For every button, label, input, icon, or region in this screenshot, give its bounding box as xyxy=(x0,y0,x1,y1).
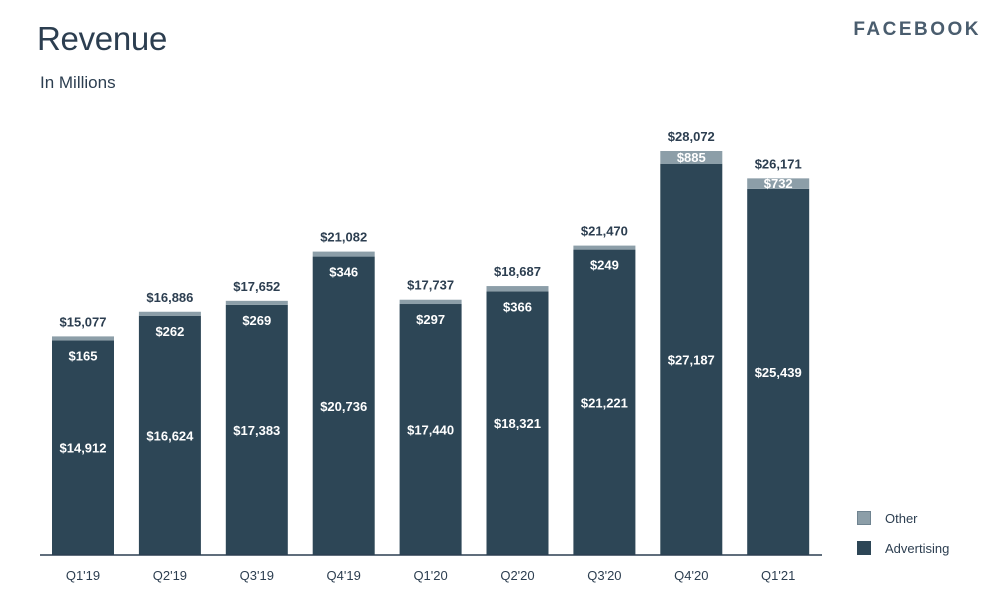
bar-advertising xyxy=(486,291,549,555)
bar-other xyxy=(573,245,636,250)
data-label-other: $269 xyxy=(242,313,271,328)
bar-other xyxy=(138,311,201,316)
legend: Other Advertising xyxy=(857,507,949,567)
x-tick-label: Q3'19 xyxy=(240,568,274,583)
data-label-advertising: $14,912 xyxy=(60,441,107,456)
data-label-total: $18,687 xyxy=(494,264,541,279)
data-label-total: $26,171 xyxy=(755,156,802,171)
data-label-total: $16,886 xyxy=(146,290,193,305)
bar-advertising xyxy=(747,188,810,555)
data-label-advertising: $21,221 xyxy=(581,395,628,410)
data-label-total: $17,652 xyxy=(233,279,280,294)
chart-subtitle: In Millions xyxy=(40,73,116,92)
data-label-advertising: $17,440 xyxy=(407,423,454,438)
bar-advertising xyxy=(660,163,723,555)
data-label-other: $262 xyxy=(155,324,184,339)
x-tick-label: Q1'19 xyxy=(66,568,100,583)
x-tick-label: Q4'20 xyxy=(674,568,708,583)
data-label-other: $297 xyxy=(416,312,445,327)
data-label-total: $17,737 xyxy=(407,278,454,293)
data-label-advertising: $25,439 xyxy=(755,365,802,380)
bar-other xyxy=(52,336,114,341)
data-label-other: $165 xyxy=(69,348,98,363)
x-tick-label: Q2'19 xyxy=(153,568,187,583)
bar-other xyxy=(660,151,723,164)
data-label-other: $732 xyxy=(764,176,793,191)
bar-advertising xyxy=(399,304,462,555)
bar-advertising xyxy=(52,340,114,555)
data-label-advertising: $18,321 xyxy=(494,416,541,431)
data-label-total: $28,072 xyxy=(668,129,715,144)
x-tick-label: Q2'20 xyxy=(500,568,534,583)
data-label-advertising: $27,187 xyxy=(668,352,715,367)
data-label-other: $249 xyxy=(590,258,619,273)
x-tick-label: Q3'20 xyxy=(587,568,621,583)
bar-other xyxy=(225,300,288,305)
data-label-other: $366 xyxy=(503,299,532,314)
brand-logo: FACEBOOK xyxy=(853,19,981,40)
data-label-total: $21,470 xyxy=(581,224,628,239)
legend-label-advertising: Advertising xyxy=(885,540,950,556)
bar-other xyxy=(747,178,810,189)
x-tick-label: Q4'19 xyxy=(327,568,361,583)
bar-other xyxy=(312,251,375,257)
x-tick-label: Q1'20 xyxy=(413,568,447,583)
legend-item-other: Other xyxy=(857,507,949,529)
legend-label-other: Other xyxy=(885,510,918,526)
bar-other xyxy=(399,299,462,305)
bar-other xyxy=(486,286,549,292)
bar-advertising xyxy=(573,249,636,555)
data-label-advertising: $17,383 xyxy=(233,423,280,438)
legend-item-advertising: Advertising xyxy=(857,537,949,559)
data-label-other: $346 xyxy=(329,265,358,280)
x-tick-label: Q1'21 xyxy=(761,568,795,583)
bar-advertising xyxy=(225,304,288,555)
data-label-advertising: $20,736 xyxy=(320,399,367,414)
data-label-other: $885 xyxy=(677,150,706,165)
data-label-total: $15,077 xyxy=(60,314,107,329)
chart-title: Revenue xyxy=(37,20,167,57)
bar-advertising xyxy=(138,315,201,555)
legend-swatch-other xyxy=(857,511,871,525)
data-label-total: $21,082 xyxy=(320,230,367,245)
legend-swatch-advertising xyxy=(857,541,871,555)
data-label-advertising: $16,624 xyxy=(146,428,194,443)
bar-advertising xyxy=(312,256,375,555)
